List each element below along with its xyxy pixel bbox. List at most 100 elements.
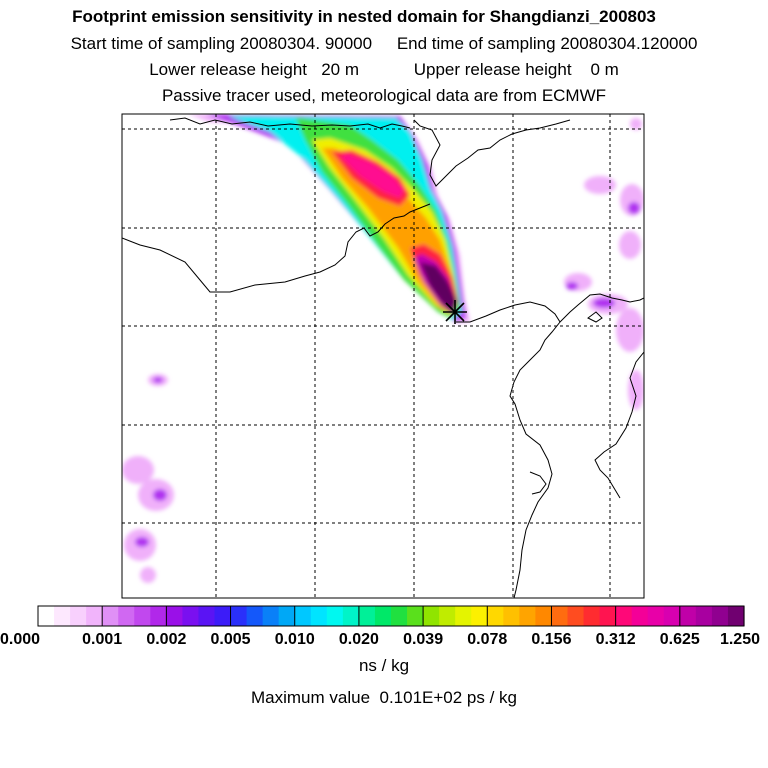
patch-west-3c [153,489,167,501]
plume [122,114,644,583]
colorbar [37,605,745,627]
start-label: Start time of sampling [70,34,235,53]
colorbar-swatch [102,606,119,626]
patch-east-7 [628,370,644,410]
colorbar-swatch [70,606,87,626]
end-value: 20080304.120000 [560,34,698,53]
colorbar-swatch [503,606,520,626]
start-value: 20080304. 90000 [239,34,373,53]
release-heights: Lower release height 20 m Upper release … [0,60,768,80]
colorbar-tick-label: 0.002 [146,631,186,648]
colorbar-swatch [455,606,472,626]
colorbar-swatch [599,606,617,626]
plume-pink [340,154,404,198]
bohai-coast [413,119,571,187]
colorbar-swatch [118,606,135,626]
colorbar-swatch [294,606,312,626]
border-north [169,117,411,129]
colorbar-tick-label: 0.000 [0,631,40,648]
colorbar-swatch [631,606,649,626]
colorbar-swatch [86,606,103,626]
colorbar-tick-label: 0.010 [275,631,315,648]
lower-label: Lower release height [149,60,308,79]
colorbar-swatch [423,606,440,626]
colorbar-swatch [198,606,216,626]
patch-east-5c [593,298,615,308]
colorbar-frame [37,605,745,627]
border-west [122,203,431,293]
colorbar-swatch [38,606,55,626]
colorbar-swatch [54,606,71,626]
colorbar-swatch [391,606,408,626]
colorbar-swatch [615,606,633,626]
colorbar-swatch [310,606,328,626]
colorbar-tick-label: 0.156 [531,631,571,648]
colorbar-swatch [679,606,697,626]
colorbar-swatch [342,606,360,626]
colorbar-swatch [647,606,665,626]
colorbar-unit: ns / kg [358,656,410,675]
colorbar-swatch [150,606,167,626]
colorbar-swatch [551,606,569,626]
colorbar-swatch [567,606,585,626]
plume-core [420,262,457,314]
max-value: 0.101E+02 ps / kg [379,688,518,707]
shore-east [456,301,561,598]
upper-value: 0 m [590,60,619,79]
patch-east-6 [616,308,644,352]
patch-ne [630,118,642,130]
patch-west-5 [140,567,156,583]
patch-east-3 [619,231,641,259]
colorbar-swatch [230,606,248,626]
patch-west-2 [122,456,154,484]
colorbar-swatch [519,606,537,626]
bay [529,471,547,495]
patch-west-1c [153,377,163,383]
colorbar-tick-label: 1.250 [720,631,760,648]
map-frame [121,113,645,599]
patch-east-1 [584,176,616,194]
colorbar-tick-label: 0.078 [467,631,507,648]
colorbar-tick-label: 0.001 [82,631,122,648]
colorbar-swatch [374,606,392,626]
colorbar-swatch [663,606,681,626]
colorbar-swatch [214,606,232,626]
coast-se [594,351,644,499]
islands [587,311,603,323]
receptor-marker [443,300,467,324]
maximum-value: Maximum value 0.101E+02 ps / kg [0,688,768,708]
figure-title: Footprint emission sensitivity in nested… [72,7,656,26]
colorbar-swatch [134,606,151,626]
end-label: End time of sampling [396,34,556,53]
colorbar-swatch [487,606,504,626]
colorbar-swatch [326,606,344,626]
patch-east-2c [628,202,640,214]
colorbar-swatch [727,606,745,626]
tracer-note: Passive tracer used, meteorological data… [161,86,607,105]
patch-east-4c [566,282,578,290]
colorbar-swatch [711,606,729,626]
coastlines [122,117,644,598]
sampling-times: Start time of sampling 20080304. 90000 E… [0,34,768,54]
colorbar-swatch [182,606,200,626]
colorbar-tick-label: 0.039 [403,631,443,648]
colorbar-swatch [439,606,456,626]
colorbar-swatch [583,606,601,626]
max-label: Maximum value [250,688,371,707]
upper-label: Upper release height [413,60,572,79]
colorbar-tick-label: 0.625 [660,631,700,648]
colorbar-swatch [166,606,184,626]
map-area [122,114,644,598]
colorbar-swatch [695,606,713,626]
patch-west-4c [135,537,149,547]
peninsula [559,293,644,323]
colorbar-swatch [262,606,280,626]
colorbar-swatch [246,606,264,626]
colorbar-tick-label: 0.020 [339,631,379,648]
colorbar-swatch [535,606,553,626]
colorbar-tick-label: 0.005 [211,631,251,648]
colorbar-swatch [471,606,488,626]
colorbar-ticks: 0.000 0.001 0.002 0.005 0.010 0.020 0.039 0.078… [0,631,760,648]
